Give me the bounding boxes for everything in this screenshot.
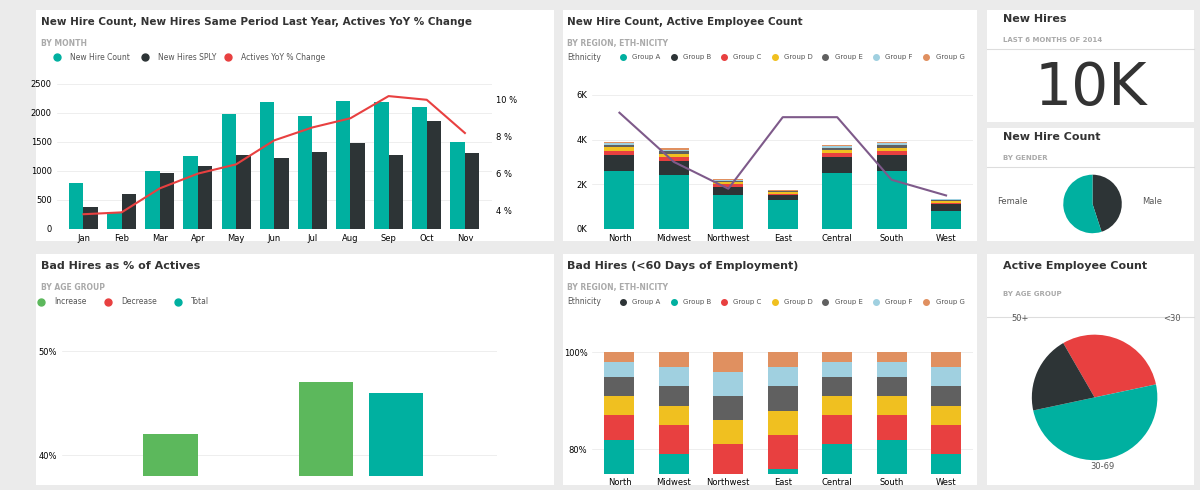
Text: BY REGION, ETH-NICITY: BY REGION, ETH-NICITY [568, 39, 668, 48]
Text: <30: <30 [1163, 315, 1181, 323]
Text: LAST 6 MONTHS OF 2014: LAST 6 MONTHS OF 2014 [1003, 37, 1103, 43]
Text: BY GENDER: BY GENDER [1003, 155, 1048, 161]
Text: Ethnicity: Ethnicity [568, 52, 601, 62]
Text: Group D: Group D [784, 54, 812, 60]
Text: 30-69: 30-69 [1091, 462, 1115, 471]
Text: Total: Total [191, 297, 210, 306]
Text: New Hires: New Hires [1003, 14, 1067, 24]
Text: New Hire Count, Active Employee Count: New Hire Count, Active Employee Count [568, 17, 803, 27]
Text: Group B: Group B [683, 54, 712, 60]
Text: New Hires SPLY: New Hires SPLY [157, 52, 216, 62]
Text: 50+: 50+ [1012, 315, 1030, 323]
Text: Increase: Increase [54, 297, 86, 306]
Text: Group E: Group E [834, 54, 863, 60]
Text: Male: Male [1142, 196, 1163, 206]
Text: Bad Hires (<60 Days of Employment): Bad Hires (<60 Days of Employment) [568, 261, 799, 271]
Text: BY MONTH: BY MONTH [41, 39, 88, 48]
Text: Group G: Group G [936, 299, 965, 305]
Text: BY AGE GROUP: BY AGE GROUP [1003, 291, 1062, 297]
Text: Bad Hires as % of Actives: Bad Hires as % of Actives [41, 261, 200, 271]
Text: Group C: Group C [733, 299, 762, 305]
Text: Group A: Group A [632, 299, 661, 305]
Text: Group E: Group E [834, 299, 863, 305]
Text: Actives YoY % Change: Actives YoY % Change [240, 52, 325, 62]
Text: New Hire Count: New Hire Count [1003, 132, 1100, 143]
Text: Decrease: Decrease [121, 297, 157, 306]
Text: Group F: Group F [886, 299, 912, 305]
Text: Group G: Group G [936, 54, 965, 60]
Text: Ethnicity: Ethnicity [568, 297, 601, 306]
Text: Female: Female [997, 196, 1027, 206]
Text: 10K: 10K [1034, 60, 1147, 117]
Text: BY REGION, ETH-NICITY: BY REGION, ETH-NICITY [568, 283, 668, 292]
Text: Group C: Group C [733, 54, 762, 60]
Text: BY AGE GROUP: BY AGE GROUP [41, 283, 106, 292]
Text: Group A: Group A [632, 54, 661, 60]
Text: Active Employee Count: Active Employee Count [1003, 261, 1147, 271]
Text: New Hire Count, New Hires Same Period Last Year, Actives YoY % Change: New Hire Count, New Hires Same Period La… [41, 17, 472, 27]
Text: New Hire Count: New Hire Count [70, 52, 130, 62]
Text: Group F: Group F [886, 54, 912, 60]
Text: Group B: Group B [683, 299, 712, 305]
Text: Group D: Group D [784, 299, 812, 305]
